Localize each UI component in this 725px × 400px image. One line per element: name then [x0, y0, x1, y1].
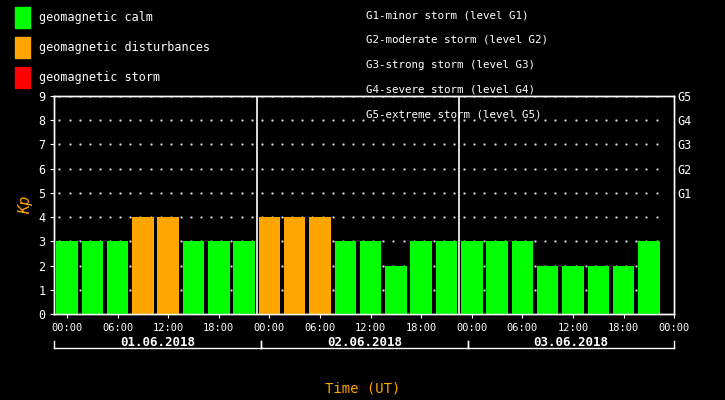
Bar [461, 241, 483, 314]
Bar [537, 266, 558, 314]
Bar [107, 241, 128, 314]
Bar [57, 241, 78, 314]
Bar [436, 241, 457, 314]
Bar [410, 241, 432, 314]
Text: 02.06.2018: 02.06.2018 [327, 336, 402, 349]
Bar [563, 266, 584, 314]
Bar [385, 266, 407, 314]
Text: 01.06.2018: 01.06.2018 [120, 336, 195, 349]
Text: G1-minor storm (level G1): G1-minor storm (level G1) [366, 10, 529, 20]
Bar [638, 241, 660, 314]
Bar [512, 241, 533, 314]
Bar [157, 217, 179, 314]
Bar [132, 217, 154, 314]
Text: geomagnetic disturbances: geomagnetic disturbances [39, 41, 210, 54]
Bar [284, 217, 305, 314]
Bar [183, 241, 204, 314]
Bar [259, 217, 280, 314]
Text: G5-extreme storm (level G5): G5-extreme storm (level G5) [366, 109, 542, 119]
Text: geomagnetic storm: geomagnetic storm [39, 71, 160, 84]
Text: G4-severe storm (level G4): G4-severe storm (level G4) [366, 84, 535, 94]
Bar [613, 266, 634, 314]
Text: Time (UT): Time (UT) [325, 381, 400, 395]
Bar [233, 241, 255, 314]
Bar [587, 266, 609, 314]
Bar [82, 241, 103, 314]
Text: 03.06.2018: 03.06.2018 [534, 336, 608, 349]
Bar [334, 241, 356, 314]
Text: G2-moderate storm (level G2): G2-moderate storm (level G2) [366, 35, 548, 45]
Bar [208, 241, 230, 314]
Bar [310, 217, 331, 314]
Y-axis label: Kp: Kp [17, 196, 33, 214]
Text: G3-strong storm (level G3): G3-strong storm (level G3) [366, 60, 535, 70]
Bar [486, 241, 508, 314]
Bar [360, 241, 381, 314]
Text: geomagnetic calm: geomagnetic calm [39, 11, 153, 24]
